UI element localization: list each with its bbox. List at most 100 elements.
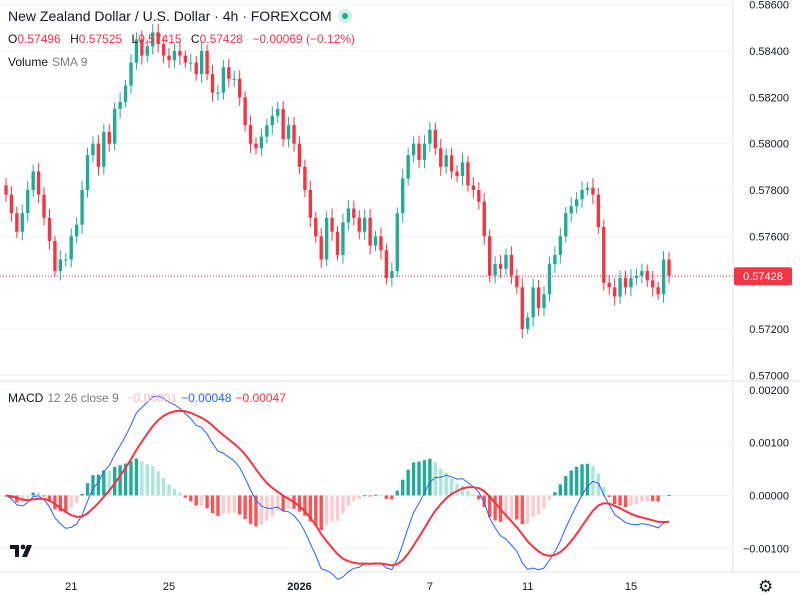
macd-label[interactable]: MACD <box>8 391 44 405</box>
candle-body <box>547 264 552 295</box>
candle-body <box>227 67 231 79</box>
tradingview-logo-icon[interactable] <box>8 541 36 561</box>
macd-histogram-bar <box>189 495 193 502</box>
volume-sma-label: SMA 9 <box>52 55 88 69</box>
candle <box>531 278 535 327</box>
macd-histogram-bar <box>341 495 345 514</box>
price-axis[interactable]: 0.58600 0.58400 0.58200 0.58000 0.57800 0.576… <box>734 0 792 555</box>
candle-body <box>276 108 280 116</box>
macd-histogram-bar <box>487 495 492 518</box>
candle-body <box>515 275 519 288</box>
candle <box>607 275 611 295</box>
change-value: −0.00069 (−0.12%) <box>252 32 356 46</box>
candle <box>439 139 443 177</box>
candle <box>618 270 622 304</box>
macd-histogram-bar <box>564 476 568 496</box>
candle-body <box>553 254 557 265</box>
candle-body <box>134 39 139 63</box>
candle <box>406 147 410 186</box>
macd-histogram-bar <box>243 495 247 520</box>
time-axis[interactable]: 21 25 2026 7 11 15 <box>65 581 637 593</box>
candle-body <box>618 278 622 297</box>
candle <box>265 118 269 144</box>
close-key: C <box>190 32 200 46</box>
macd-histogram-bar <box>411 462 416 496</box>
candle <box>335 226 340 261</box>
time-tick-label: 2026 <box>287 581 311 593</box>
macd-histogram-bar <box>64 495 68 512</box>
candle <box>401 169 405 223</box>
macd-histogram-bar <box>151 466 155 496</box>
macd-histogram-bar <box>156 471 160 496</box>
candle-body <box>172 50 177 61</box>
candle <box>232 70 236 87</box>
candle <box>15 206 19 239</box>
candle <box>178 41 182 65</box>
candle-body <box>373 236 378 246</box>
macd-histogram-bar <box>384 495 389 500</box>
time-tick-label: 7 <box>427 581 433 593</box>
macd-pane[interactable] <box>4 395 671 580</box>
high-key: H <box>70 32 79 46</box>
macd-histogram-bar <box>542 495 546 509</box>
candle-body <box>53 240 57 272</box>
candle <box>428 121 432 152</box>
macd-histogram-bar <box>161 477 166 496</box>
candle <box>504 248 508 276</box>
candle-body <box>330 217 334 232</box>
candle-body <box>379 236 383 251</box>
symbol-title-row[interactable]: New Zealand Dollar / U.S. Dollar · 4h · … <box>8 8 352 24</box>
candle-body <box>194 62 198 75</box>
candle <box>216 84 220 101</box>
macd-histogram-bar <box>634 495 639 505</box>
macd-histogram-bar <box>395 490 399 496</box>
macd-signal-line <box>5 409 670 567</box>
candle <box>466 155 470 192</box>
macd-legend[interactable]: MACD 12 26 close 9 −0.00001 −0.00048 −0.0004… <box>8 391 286 405</box>
candle-body <box>623 278 628 288</box>
candle <box>58 250 63 281</box>
candle-body <box>602 227 606 283</box>
candle-body <box>145 46 149 56</box>
gear-icon[interactable]: ⚙ <box>758 577 774 596</box>
candle-body <box>199 50 204 75</box>
candle <box>460 152 465 186</box>
candle-body <box>477 190 481 202</box>
price-tick-label: 0.57600 <box>749 231 789 243</box>
candle-body <box>612 287 617 297</box>
candle-body <box>661 259 666 295</box>
symbol-title[interactable]: New Zealand Dollar / U.S. Dollar · 4h · … <box>8 8 332 24</box>
candle <box>661 251 666 303</box>
candle-body <box>47 217 52 241</box>
candle-body <box>9 194 14 214</box>
macd-histogram-bar <box>178 493 182 496</box>
candle-body <box>167 55 171 61</box>
macd-histogram-bar <box>167 484 171 496</box>
macd-histogram-bar <box>31 492 35 496</box>
macd-histogram-bar <box>47 495 52 502</box>
macd-histogram-bar <box>401 479 405 496</box>
candle <box>194 55 198 81</box>
candle <box>113 102 117 151</box>
macd-histogram-bar <box>91 475 95 496</box>
macd-histogram-bar <box>36 492 41 496</box>
candle <box>270 106 274 135</box>
macd-signal-value: −0.00047 <box>235 391 286 405</box>
candle-body <box>362 217 367 232</box>
candle <box>330 208 334 241</box>
open-key: O <box>8 32 18 46</box>
candle <box>640 263 644 284</box>
candle <box>20 204 24 241</box>
candle <box>319 228 323 268</box>
volume-legend[interactable]: Volume SMA 9 <box>8 55 87 69</box>
candle <box>199 42 204 83</box>
volume-label[interactable]: Volume <box>8 55 49 69</box>
candle-body <box>26 190 30 214</box>
candle-body <box>390 271 394 279</box>
time-tick-label: 15 <box>625 581 637 593</box>
price-tick-label: 0.58000 <box>749 139 789 151</box>
market-status-icon[interactable] <box>337 9 352 23</box>
price-candles[interactable] <box>0 23 733 339</box>
candle <box>352 200 356 226</box>
